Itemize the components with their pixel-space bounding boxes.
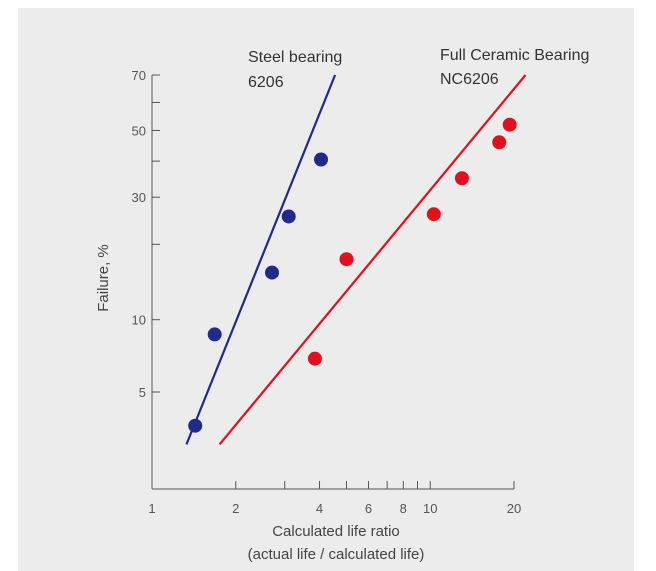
y-tick-label-50: 50 bbox=[132, 123, 146, 138]
point-series-0-4 bbox=[314, 152, 329, 167]
y-axis-title: Failure, % bbox=[95, 244, 112, 312]
y-tick-label-10: 10 bbox=[132, 313, 146, 328]
data-points bbox=[188, 117, 517, 433]
fit-line-series-1 bbox=[218, 74, 527, 446]
x-tick-label-6: 6 bbox=[365, 501, 372, 516]
x-tick-label-4: 4 bbox=[316, 501, 323, 516]
x-tick-label-8: 8 bbox=[400, 501, 407, 516]
point-series-0-0 bbox=[188, 418, 203, 433]
point-series-1-4 bbox=[492, 135, 507, 150]
x-tick-label-1: 1 bbox=[148, 501, 155, 516]
x-tick-label-20: 20 bbox=[507, 501, 521, 516]
y-tick-label-70: 70 bbox=[132, 68, 146, 83]
chart-background bbox=[18, 8, 634, 571]
series-label-ceramic: Full Ceramic Bearing bbox=[440, 47, 589, 64]
y-tick-label-5: 5 bbox=[139, 385, 146, 400]
point-series-0-3 bbox=[281, 209, 296, 224]
fit-lines bbox=[185, 74, 527, 446]
x-axis-subtitle: (actual life / calculated life) bbox=[248, 546, 425, 563]
point-series-0-2 bbox=[265, 265, 280, 280]
axes bbox=[151, 75, 514, 490]
point-series-0-1 bbox=[207, 327, 222, 342]
y-tick-label-30: 30 bbox=[132, 190, 146, 205]
point-series-1-2 bbox=[426, 207, 441, 222]
x-axis-title: Calculated life ratio bbox=[272, 523, 400, 540]
point-series-1-0 bbox=[307, 351, 322, 366]
series-label-steel: Steel bearing bbox=[248, 49, 342, 66]
point-series-1-1 bbox=[339, 252, 354, 267]
fit-line-series-0 bbox=[185, 74, 337, 445]
x-tick-label-2: 2 bbox=[232, 501, 239, 516]
ticks: 5 10 30 50 70 1 2 4 6 8 10 20 bbox=[132, 68, 522, 516]
point-series-1-3 bbox=[454, 171, 469, 186]
point-series-1-5 bbox=[502, 117, 517, 132]
x-tick-label-10: 10 bbox=[423, 501, 437, 516]
series-label-steel-model: 6206 bbox=[248, 74, 284, 91]
series-label-ceramic-model: NC6206 bbox=[440, 71, 499, 88]
